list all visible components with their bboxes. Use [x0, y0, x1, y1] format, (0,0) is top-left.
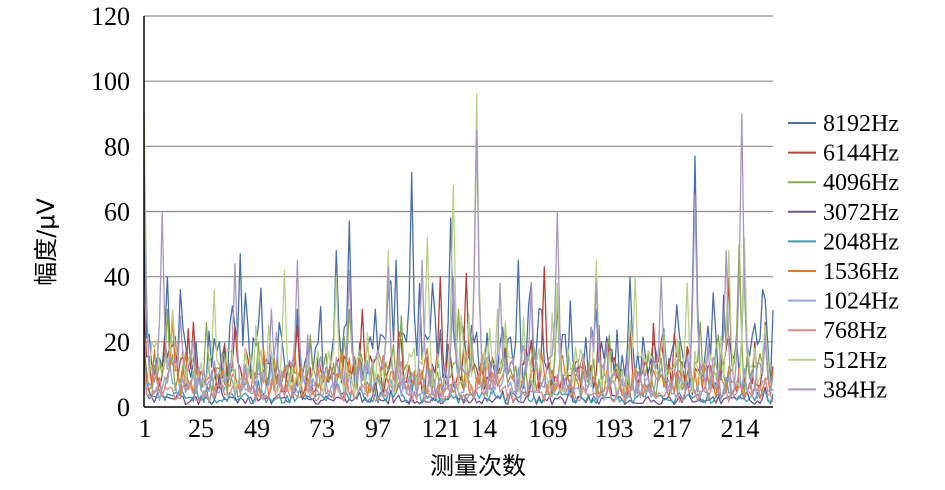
x-tick-label: 217: [653, 414, 692, 443]
legend-entry: 512Hz: [823, 348, 887, 374]
y-tick-label: 100: [91, 67, 130, 96]
y-tick-label: 60: [104, 198, 130, 227]
legend-entry: 2048Hz: [823, 229, 899, 255]
y-tick-label: 120: [91, 2, 130, 31]
legend-entry: 8192Hz: [823, 111, 899, 137]
y-tick-label: 40: [104, 263, 130, 292]
plot-area: [143, 93, 774, 406]
legend-entry: 768Hz: [823, 318, 887, 344]
y-axis-label: 幅度/μV: [32, 198, 60, 286]
legend-entry: 1536Hz: [823, 259, 899, 285]
series-line: [143, 93, 774, 395]
series-line: [143, 374, 774, 405]
series-line: [143, 113, 774, 397]
x-tick-label: 25: [188, 414, 214, 443]
legend-entry: 3072Hz: [823, 200, 899, 226]
legend-entry: 4096Hz: [823, 170, 899, 196]
y-tick-label: 20: [104, 328, 130, 357]
grid-lines: [144, 15, 773, 343]
x-tick-label: 97: [365, 414, 391, 443]
x-tick-label: 1: [139, 414, 152, 443]
x-tick-label: 214: [721, 414, 760, 443]
legend: 8192Hz 6144Hz 4096Hz 3072Hz 2048Hz 1536Hz 1024…: [788, 111, 899, 403]
x-tick-label: 193: [595, 414, 634, 443]
x-axis-label: 测量次数: [430, 452, 526, 480]
x-tick-label: 49: [244, 414, 270, 443]
legend-entry: 1024Hz: [823, 289, 899, 315]
y-tick-label: 0: [117, 393, 130, 422]
y-tick-labels: 0 20 40 60 80 100 120: [91, 2, 130, 422]
x-tick-labels: 1 25 49 73 97 121 14 169 193 217 214: [139, 414, 760, 443]
y-tick-label: 80: [104, 132, 130, 161]
legend-entry: 6144Hz: [823, 141, 899, 167]
x-tick-label: 14: [471, 414, 497, 443]
axes: [143, 16, 773, 408]
x-tick-label: 121: [422, 414, 461, 443]
x-tick-label: 73: [309, 414, 335, 443]
legend-entry: 384Hz: [823, 377, 887, 403]
x-tick-label: 169: [529, 414, 568, 443]
